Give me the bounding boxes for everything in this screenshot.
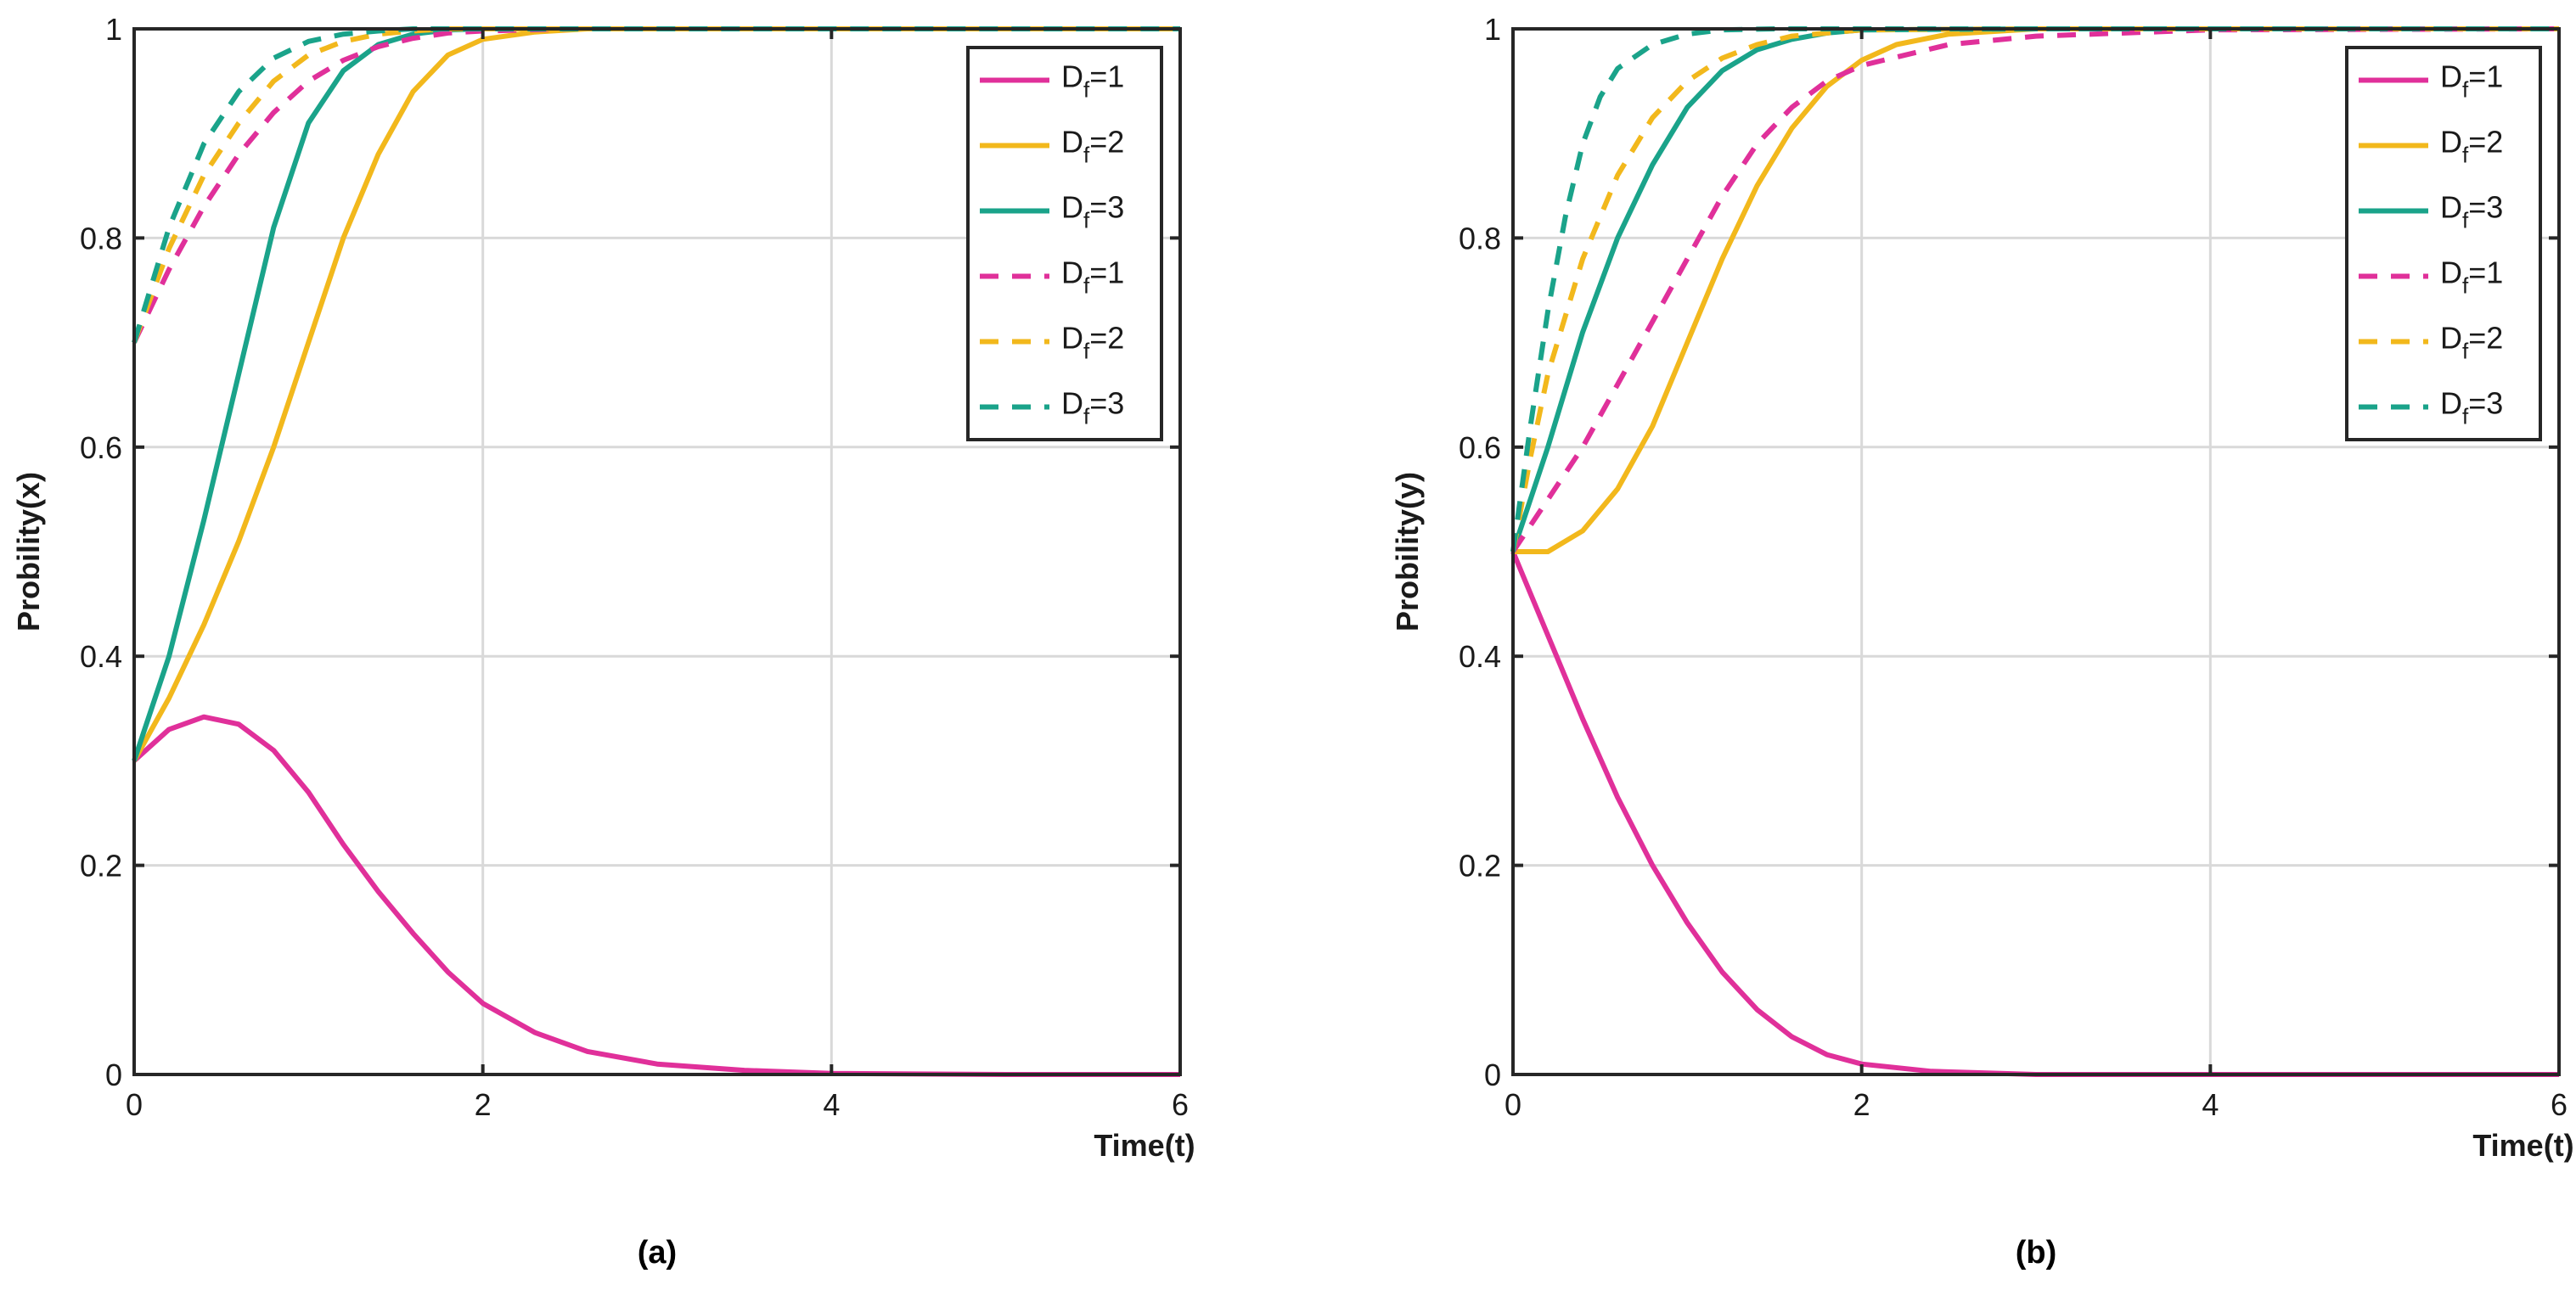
y-axis-label: Probility(y) — [1390, 472, 1425, 631]
x-tick-label: 2 — [1853, 1087, 1870, 1122]
y-tick-label: 0 — [105, 1058, 122, 1092]
legend: Df=1 Df=2 Df=3 Df=1 Df=2 Df=3 — [2345, 46, 2542, 441]
legend: Df=1 Df=2 Df=3 Df=1 Df=2 Df=3 — [966, 46, 1163, 441]
y-tick-label: 0.6 — [1459, 430, 1501, 465]
y-tick-label: 0.8 — [80, 221, 122, 255]
y-tick-label: 0.6 — [80, 430, 122, 465]
panel-caption: (b) — [2016, 1235, 2057, 1271]
legend-label: Df=1 — [2440, 255, 2503, 299]
legend-label: Df=2 — [1061, 125, 1124, 168]
legend-box — [2345, 46, 2542, 441]
legend-label: Df=3 — [1061, 190, 1124, 233]
x-tick-label: 4 — [823, 1087, 840, 1122]
axes-box — [1511, 27, 2561, 1076]
series-line-dashed-df1 — [1510, 26, 2560, 553]
series-line-dashed-df3 — [1510, 26, 2559, 553]
legend-label: Df=1 — [2440, 59, 2503, 103]
x-axis-label: Time(t) — [1094, 1128, 1195, 1163]
y-tick-label: 0.2 — [1459, 849, 1501, 884]
legend-label: Df=3 — [1061, 386, 1124, 429]
y-tick-label: 1 — [105, 12, 122, 47]
legend-label: Df=1 — [1061, 255, 1124, 299]
y-axis-label: Probility(x) — [11, 472, 46, 631]
legend-label: Df=3 — [2440, 190, 2503, 233]
chart-panel-b: 0 2 4 6 0 0.2 0.4 0.6 0.8 1 Time(t) Probility(y) Df=… — [1390, 12, 2574, 1271]
chart-panel-a: 0 2 4 6 0 0.2 0.4 0.6 0.8 1 Time(t) Probility(x) Df=… — [11, 12, 1195, 1271]
x-tick-label: 0 — [1505, 1087, 1521, 1122]
panel-caption: (a) — [638, 1235, 677, 1271]
y-tick-label: 0.8 — [1459, 221, 1501, 255]
x-tick-label: 6 — [1172, 1087, 1189, 1122]
y-tick-label: 1 — [1484, 12, 1501, 47]
y-tick-label: 0.2 — [80, 849, 122, 884]
series-line-dashed-df2 — [132, 26, 1180, 344]
axes-box — [132, 27, 1182, 1076]
legend-label: Df=3 — [2440, 386, 2503, 429]
y-tick-label: 0.4 — [80, 639, 122, 674]
axes: 0 2 4 6 0 0.2 0.4 0.6 0.8 1 — [80, 12, 1189, 1122]
legend-label: Df=2 — [2440, 321, 2503, 364]
axes: 0 2 4 6 0 0.2 0.4 0.6 0.8 1 — [1459, 12, 2568, 1122]
legend-box — [966, 46, 1163, 441]
y-tick-label: 0.4 — [1459, 639, 1501, 674]
x-tick-label: 6 — [2551, 1087, 2568, 1122]
x-tick-label: 2 — [475, 1087, 492, 1122]
x-tick-label: 4 — [2202, 1087, 2219, 1122]
legend-label: Df=1 — [1061, 59, 1124, 103]
x-axis-label: Time(t) — [2472, 1128, 2573, 1163]
x-tick-label: 0 — [126, 1087, 143, 1122]
legend-label: Df=2 — [2440, 125, 2503, 168]
legend-label: Df=2 — [1061, 321, 1124, 364]
y-tick-label: 0 — [1484, 1058, 1501, 1092]
series-line-solid-df1 — [132, 714, 1180, 1077]
